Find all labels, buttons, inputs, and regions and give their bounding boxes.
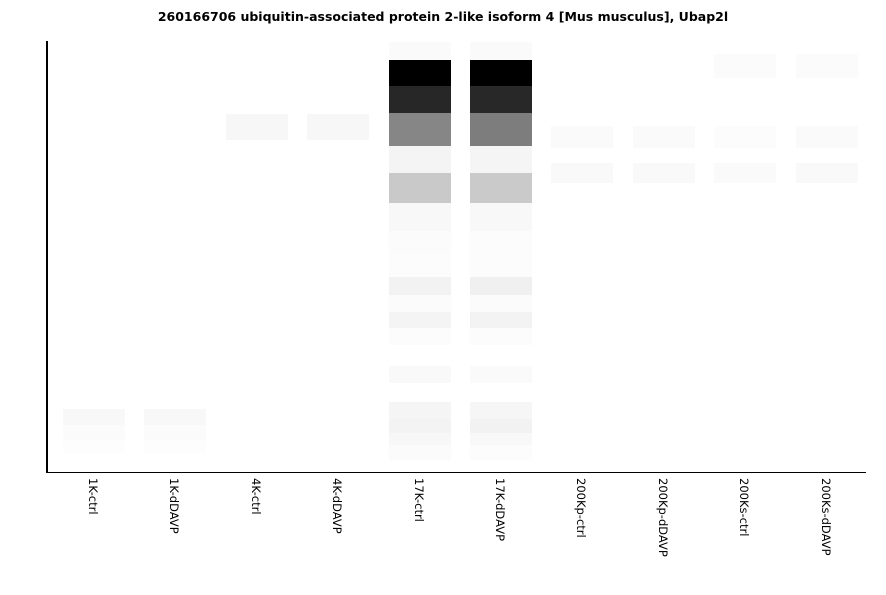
gel-band <box>388 418 451 433</box>
gel-band <box>388 172 451 204</box>
x-tick-label-17k-ctrl: 17K-ctrl <box>411 478 426 522</box>
gel-band <box>551 126 614 149</box>
gel-band <box>714 53 777 79</box>
x-tick-label-200kp-ctrl: 200Kp-ctrl <box>574 478 589 538</box>
gel-band <box>470 59 532 87</box>
gel-band <box>388 59 451 87</box>
gel-band <box>470 42 532 60</box>
gel-band <box>470 203 532 232</box>
gel-band <box>388 312 451 328</box>
gel-band <box>388 203 451 232</box>
gel-band <box>388 42 451 60</box>
gel-lane-200kp-ddavp <box>632 42 695 472</box>
x-tick-label-200kp-ddavp: 200Kp-dDAVP <box>655 478 670 557</box>
gel-band <box>470 254 532 278</box>
gel-band <box>388 327 451 346</box>
x-tick-label-17k-ddavp: 17K-dDAVP <box>493 478 507 542</box>
gel-band <box>470 86 532 114</box>
gel-band <box>470 231 532 255</box>
gel-band <box>470 277 532 295</box>
gel-band <box>388 231 451 255</box>
gel-plot-area <box>48 42 866 472</box>
x-tick-label-1k-ctrl: 1K-ctrl <box>86 478 100 515</box>
gel-band <box>388 402 451 419</box>
page-title: 260166706 ubiquitin-associated protein 2… <box>157 9 729 24</box>
gel-band <box>470 432 532 445</box>
gel-band <box>795 163 858 184</box>
gel-lane-1k-ddavp <box>144 42 207 472</box>
gel-band <box>795 126 858 149</box>
gel-band <box>470 172 532 204</box>
gel-band <box>388 86 451 114</box>
gel-band <box>714 126 777 149</box>
gel-band <box>470 418 532 433</box>
gel-band <box>388 365 451 384</box>
gel-lane-4k-ddavp <box>307 42 370 472</box>
gel-band <box>551 163 614 184</box>
gel-band <box>470 312 532 328</box>
gel-lane-17k-ddavp <box>470 42 532 472</box>
gel-lane-17k-ctrl <box>388 42 451 472</box>
gel-band <box>470 327 532 346</box>
gel-band <box>470 444 532 460</box>
gel-lane-200ks-ctrl <box>714 42 777 472</box>
gel-lane-200ks-ddavp <box>795 42 858 472</box>
gel-band <box>144 440 207 454</box>
gel-band <box>632 126 695 149</box>
gel-band <box>795 53 858 79</box>
x-tick-label-200ks-ctrl: 200Ks-ctrl <box>737 478 752 537</box>
gel-band <box>144 425 207 441</box>
gel-band <box>307 114 370 140</box>
gel-band <box>388 146 451 173</box>
gel-band <box>63 408 125 426</box>
gel-lane-4k-ctrl <box>225 42 288 472</box>
x-tick-label-4k-ddavp: 4K-dDAVP <box>330 478 345 534</box>
gel-band <box>470 113 532 147</box>
x-tick-label-1k-ddavp: 1K-dDAVP <box>167 478 182 534</box>
gel-lane-200kp-ctrl <box>551 42 614 472</box>
gel-band <box>388 432 451 445</box>
gel-band <box>632 163 695 184</box>
x-axis-spine <box>46 471 866 474</box>
gel-band <box>225 114 288 140</box>
gel-band <box>144 408 207 426</box>
gel-band <box>388 444 451 460</box>
gel-band <box>388 294 451 313</box>
gel-band <box>714 163 777 184</box>
gel-band <box>388 113 451 147</box>
x-tick-label-200ks-ddavp: 200Ks-dDAVP <box>818 478 833 556</box>
gel-band <box>470 146 532 173</box>
gel-band <box>470 402 532 419</box>
gel-lane-1k-ctrl <box>63 42 125 472</box>
gel-band <box>470 365 532 384</box>
gel-band <box>388 277 451 295</box>
gel-band <box>63 440 125 454</box>
y-axis-spine <box>46 41 49 473</box>
gel-band <box>470 294 532 313</box>
x-tick-label-4k-ctrl: 4K-ctrl <box>248 478 263 515</box>
gel-band <box>63 425 125 441</box>
gel-band <box>388 254 451 278</box>
